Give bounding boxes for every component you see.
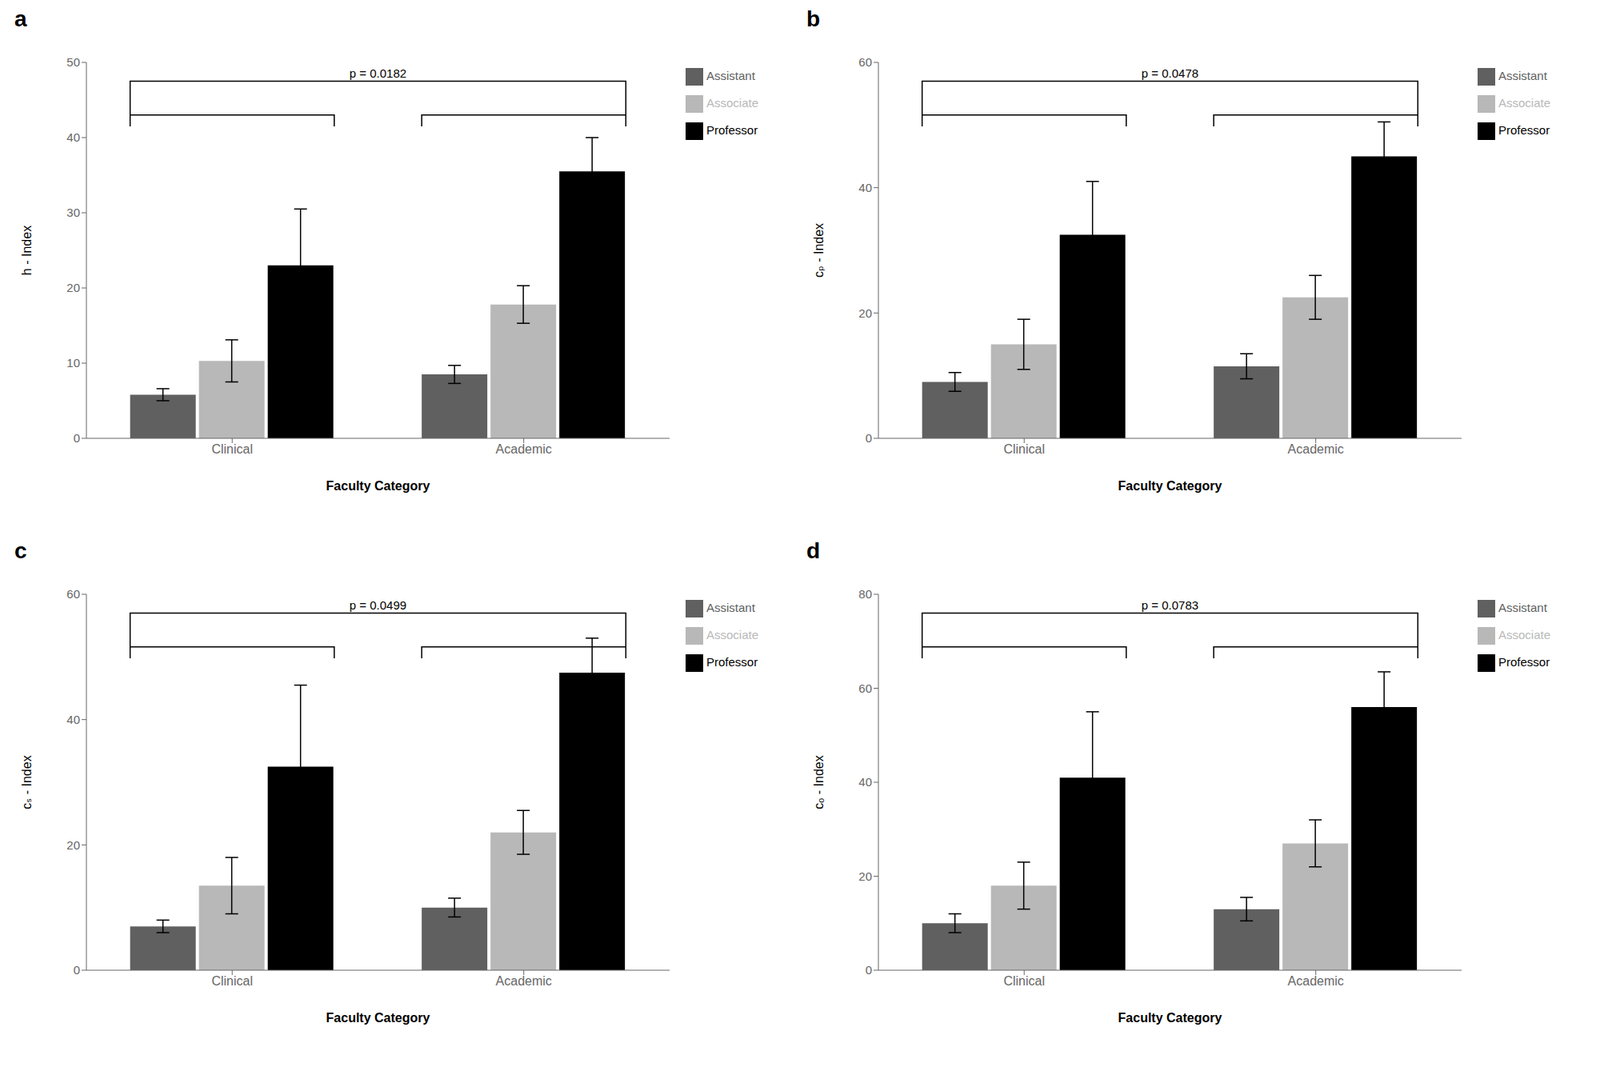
html-text:Professor: Professor (1498, 123, 1550, 137)
svg-text:cₛ - Index: cₛ - Index (20, 755, 34, 809)
html-text:d: d (806, 538, 821, 564)
html-text:Associate: Associate (1498, 628, 1551, 642)
svg-text:60: 60 (66, 587, 80, 601)
html-text:Assistant: Assistant (1498, 600, 1548, 615)
svg-text:Faculty Category: Faculty Category (1118, 1011, 1223, 1025)
svg-text:60: 60 (858, 681, 872, 696)
svg-text:Academic: Academic (496, 442, 552, 456)
svg-text:p = 0.0478: p = 0.0478 (1141, 66, 1199, 80)
svg-text:20: 20 (858, 869, 872, 884)
svg-text:40: 40 (66, 130, 80, 144)
svg-text:30: 30 (66, 205, 80, 220)
svg-text:cₒ - Index: cₒ - Index (812, 755, 826, 809)
html-text:Associate: Associate (1498, 96, 1551, 110)
html-text:Assistant: Assistant (706, 600, 756, 615)
svg-text:Faculty Category: Faculty Category (326, 479, 431, 493)
html-text:Professor: Professor (706, 123, 758, 137)
svg-text:Academic: Academic (496, 974, 552, 988)
svg-text:cₚ - Index: cₚ - Index (812, 223, 826, 278)
svg-text:Clinical: Clinical (1003, 442, 1045, 456)
html-text:Professor: Professor (706, 655, 758, 669)
svg-text:0: 0 (865, 431, 872, 445)
svg-text:Clinical: Clinical (1003, 974, 1045, 988)
svg-text:10: 10 (66, 356, 80, 370)
html-text:c: c (14, 538, 27, 564)
svg-text:Faculty Category: Faculty Category (326, 1011, 431, 1025)
svg-text:p = 0.0182: p = 0.0182 (349, 66, 407, 80)
svg-text:40: 40 (858, 180, 872, 195)
svg-text:0: 0 (73, 431, 80, 445)
svg-text:Clinical: Clinical (211, 974, 253, 988)
svg-text:p = 0.0783: p = 0.0783 (1141, 598, 1199, 612)
html-text:Assistant: Assistant (1498, 68, 1548, 83)
html-text:a: a (14, 6, 27, 32)
svg-text:Academic: Academic (1288, 974, 1344, 988)
svg-text:60: 60 (858, 55, 872, 69)
svg-text:Academic: Academic (1288, 442, 1344, 456)
svg-text:0: 0 (865, 963, 872, 977)
svg-text:40: 40 (66, 712, 80, 727)
html-text:b: b (806, 6, 821, 32)
html-text:Assistant: Assistant (706, 68, 756, 83)
svg-text:20: 20 (66, 280, 80, 295)
svg-text:40: 40 (858, 775, 872, 789)
svg-text:80: 80 (858, 587, 872, 601)
html-text:Professor: Professor (1498, 655, 1550, 669)
svg-text:0: 0 (73, 963, 80, 977)
svg-text:20: 20 (66, 838, 80, 852)
svg-text:p = 0.0499: p = 0.0499 (349, 598, 407, 612)
svg-text:h - Index: h - Index (20, 225, 34, 276)
svg-text:20: 20 (858, 306, 872, 320)
svg-text:Faculty Category: Faculty Category (1118, 479, 1223, 493)
svg-text:50: 50 (66, 55, 80, 69)
html-text:Associate: Associate (706, 628, 759, 642)
svg-text:Clinical: Clinical (211, 442, 253, 456)
html-text:Associate: Associate (706, 96, 759, 110)
